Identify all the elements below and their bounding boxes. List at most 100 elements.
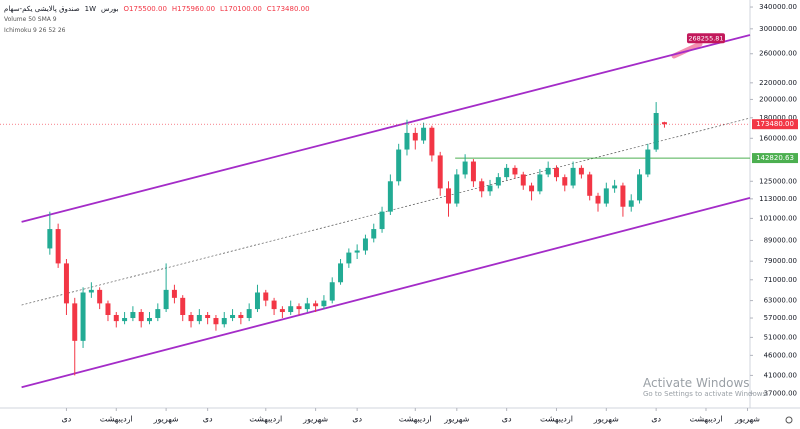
- candle-body: [637, 174, 643, 201]
- x-tick-label: شهریور: [734, 415, 760, 424]
- watermark-text: Go to Settings to activate Windows.: [643, 390, 769, 398]
- candle-body: [379, 211, 385, 230]
- candle-body: [545, 167, 551, 175]
- candle-body: [628, 200, 634, 207]
- last-price-badge: [752, 119, 798, 130]
- y-tick-label: 340000.00: [759, 3, 797, 11]
- candle-body: [105, 303, 111, 315]
- candle-body: [454, 174, 460, 204]
- candle-body: [371, 229, 377, 239]
- ohlc-close: C173480.00: [266, 4, 310, 13]
- y-tick-label: 51000.00: [764, 333, 797, 341]
- x-tick-label: اردیبهشت: [399, 415, 432, 424]
- candle-body: [313, 303, 319, 307]
- y-tick-label: 200000.00: [759, 95, 797, 103]
- target-label: 268255.81: [688, 34, 723, 42]
- candle-body: [63, 263, 69, 304]
- candle-body: [230, 314, 236, 319]
- candle-body: [578, 167, 584, 175]
- candle-body: [645, 149, 651, 175]
- candle-body: [246, 309, 252, 319]
- candle-body: [80, 292, 86, 341]
- x-tick-label: شهریور: [302, 415, 328, 424]
- level-badge: [752, 153, 798, 164]
- exchange: بورس: [101, 4, 119, 13]
- y-tick-label: 63000.00: [764, 297, 797, 305]
- x-tick-label: اردیبهشت: [689, 415, 722, 424]
- y-tick-label: 57000.00: [764, 314, 797, 322]
- candle-body: [130, 312, 136, 319]
- candle-body: [188, 314, 194, 322]
- candle-body: [537, 174, 543, 192]
- candle-body: [612, 185, 618, 189]
- candle-body: [180, 297, 186, 315]
- target-badge: [686, 33, 725, 44]
- candle-body: [254, 292, 260, 310]
- indicator[interactable]: Ichimoku 9 26 52 26: [4, 27, 66, 34]
- settings-icon[interactable]: [785, 416, 793, 424]
- candle-body: [205, 314, 211, 319]
- candle-body: [520, 174, 526, 186]
- candle-body: [587, 174, 593, 196]
- y-tick-label: 220000.00: [759, 79, 797, 87]
- y-tick-label: 300000.00: [759, 25, 797, 33]
- y-tick-label: 46000.00: [764, 351, 797, 359]
- trend-line: [21, 117, 751, 306]
- candle-body: [396, 149, 402, 182]
- candle-body: [147, 318, 152, 322]
- y-tick-label: 89000.00: [764, 236, 797, 244]
- candle-body: [271, 300, 277, 310]
- candle-body: [213, 318, 219, 325]
- x-tick-label: دی: [502, 415, 512, 424]
- y-tick-label: 37000.00: [764, 389, 797, 397]
- y-tick-label: 125000.00: [759, 177, 797, 185]
- x-tick-label: اردیبهشت: [540, 415, 573, 424]
- indicator[interactable]: Volume 50 SMA 9: [4, 16, 57, 23]
- y-tick-label: 41000.00: [764, 371, 797, 379]
- legend-header: صندوق پالایشی یکم-سهام 1W بورس O175500.0…: [4, 3, 310, 36]
- candle-body: [553, 167, 559, 178]
- candle-body: [163, 289, 169, 310]
- y-tick-label: 71000.00: [764, 276, 797, 284]
- candle-body: [362, 238, 368, 251]
- watermark-title: Activate Windows: [643, 376, 750, 390]
- candle-body: [88, 289, 94, 293]
- candle-body: [296, 306, 302, 310]
- y-tick-label: 160000.00: [759, 134, 797, 142]
- ohlc-high: H175960.00: [171, 4, 216, 13]
- candle-body: [429, 127, 435, 156]
- candle-body: [72, 303, 78, 341]
- candle-body: [479, 181, 485, 192]
- y-tick-label: 101000.00: [759, 214, 797, 222]
- candle-body: [412, 132, 418, 141]
- candle-body: [171, 289, 177, 298]
- x-tick-label: دی: [62, 415, 72, 424]
- candle-body: [512, 167, 518, 175]
- x-tick-label: شهریور: [593, 415, 619, 424]
- x-tick-label: اردیبهشت: [100, 415, 133, 424]
- x-tick-label: شهریور: [153, 415, 179, 424]
- ohlc-open: O175500.00: [123, 4, 167, 13]
- candle-body: [346, 252, 352, 264]
- interval: 1W: [84, 4, 97, 13]
- candle-body: [620, 185, 626, 207]
- candle-body: [113, 314, 119, 322]
- x-tick-label: دی: [352, 415, 362, 424]
- candle-body: [279, 309, 285, 313]
- candle-body: [529, 185, 535, 192]
- candle-body: [263, 292, 269, 301]
- candle-body: [404, 132, 410, 150]
- candle-body: [55, 229, 61, 264]
- candle-body: [387, 181, 393, 212]
- x-tick-label: دی: [651, 415, 661, 424]
- candle-body: [304, 303, 310, 310]
- candle-body: [462, 161, 468, 175]
- candle-body: [97, 289, 103, 304]
- last-price-label: 173480.00: [756, 120, 794, 128]
- candle-body: [221, 318, 227, 325]
- candle-body: [470, 161, 476, 182]
- candle-body: [603, 188, 609, 204]
